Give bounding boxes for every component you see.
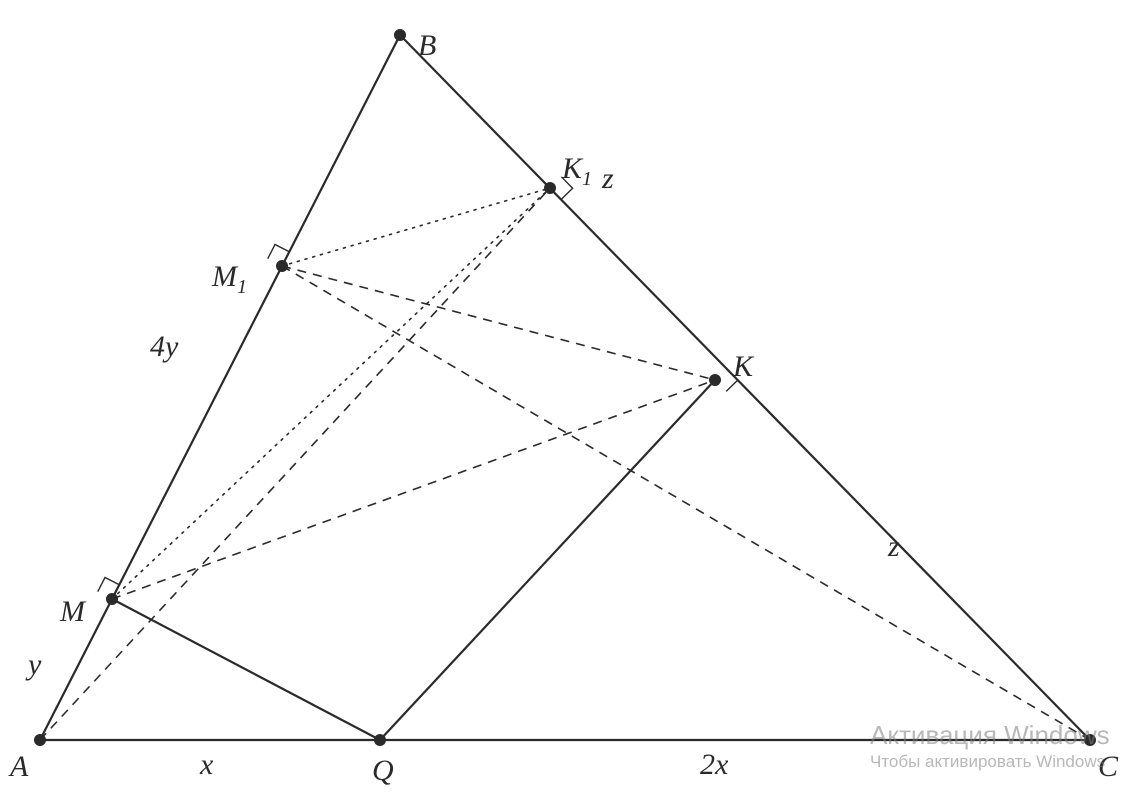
geometry-diagram <box>0 0 1127 792</box>
edge-label-4y: 4y <box>150 330 178 364</box>
label-A: A <box>10 750 28 784</box>
edge-label-x: x <box>200 748 213 782</box>
label-K1: K1 <box>562 152 592 191</box>
label-M1: M1 <box>212 260 247 299</box>
label-Q: Q <box>372 754 394 788</box>
label-M: M <box>60 595 85 629</box>
windows-activation-watermark-line1: Активация Windows <box>870 720 1110 751</box>
edge-label-2x: 2x <box>700 748 728 782</box>
edge-label-z-top: z <box>602 162 614 196</box>
label-K: K <box>733 350 753 384</box>
edge-label-z-bot: z <box>888 530 900 564</box>
windows-activation-watermark-line2: Чтобы активировать Windows <box>870 752 1105 772</box>
label-B: B <box>418 29 436 63</box>
edge-label-y: y <box>28 648 41 682</box>
